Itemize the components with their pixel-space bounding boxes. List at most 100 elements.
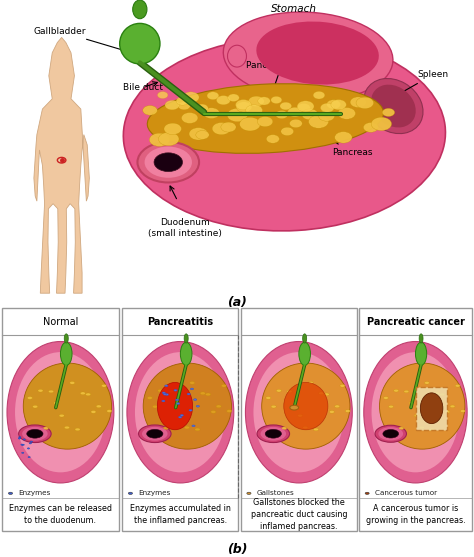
Circle shape [435,392,439,395]
Text: Enzymes: Enzymes [18,490,51,496]
Circle shape [460,410,465,412]
Circle shape [174,402,179,404]
Circle shape [383,397,388,399]
Circle shape [165,394,168,395]
Ellipse shape [246,341,352,483]
Circle shape [248,96,264,106]
Circle shape [445,411,450,413]
Ellipse shape [184,334,188,343]
Circle shape [206,393,210,396]
Circle shape [9,492,13,495]
Circle shape [365,492,369,495]
Circle shape [371,117,392,130]
Circle shape [280,102,292,110]
Text: Pancreatic duct: Pancreatic duct [246,61,317,109]
Circle shape [18,438,20,439]
Circle shape [320,103,334,113]
Ellipse shape [157,383,192,430]
Text: Enzymes accumulated in
the inflamed pancreas.: Enzymes accumulated in the inflamed panc… [130,504,231,525]
Circle shape [257,116,273,126]
Circle shape [335,405,340,408]
Circle shape [217,96,230,105]
Circle shape [221,122,236,132]
Circle shape [162,392,165,394]
Circle shape [404,390,409,393]
Circle shape [276,389,282,392]
Circle shape [319,392,324,395]
Circle shape [195,104,208,113]
Circle shape [48,390,54,393]
Circle shape [203,108,219,119]
Circle shape [419,426,424,429]
Circle shape [331,100,346,110]
Ellipse shape [15,352,106,472]
Circle shape [455,384,460,387]
Text: Enzymes can be released
to the duodenum.: Enzymes can be released to the duodenum. [9,504,112,525]
Circle shape [261,427,286,441]
Circle shape [177,403,180,404]
Ellipse shape [119,23,160,64]
Circle shape [165,100,179,110]
Circle shape [265,429,282,438]
Circle shape [389,405,393,408]
Ellipse shape [147,84,383,153]
Circle shape [192,425,195,427]
Circle shape [309,115,328,128]
Circle shape [190,382,195,384]
Circle shape [301,109,318,120]
Circle shape [340,384,345,387]
Circle shape [59,414,64,417]
Circle shape [182,113,198,124]
Circle shape [450,405,455,408]
Ellipse shape [223,12,393,100]
Ellipse shape [380,363,465,449]
Circle shape [23,439,26,440]
Circle shape [221,384,227,387]
Circle shape [182,92,199,102]
Circle shape [128,492,133,495]
Ellipse shape [228,45,246,67]
Text: Pancreatic cancer: Pancreatic cancer [366,317,465,327]
Circle shape [75,428,80,431]
Text: Enzymes: Enzymes [138,490,171,496]
Circle shape [27,429,43,438]
Circle shape [38,389,43,392]
Ellipse shape [302,334,307,343]
Circle shape [281,127,293,135]
Circle shape [86,393,91,396]
Circle shape [174,389,177,391]
Circle shape [313,428,319,431]
Circle shape [96,405,101,408]
Circle shape [18,437,21,438]
Circle shape [196,130,209,139]
Circle shape [345,409,350,412]
Circle shape [266,135,279,143]
Circle shape [329,411,335,413]
Circle shape [364,123,378,132]
Circle shape [145,146,192,178]
Circle shape [375,425,407,442]
Circle shape [227,108,247,122]
Ellipse shape [7,341,114,483]
Circle shape [324,393,329,396]
Circle shape [101,384,107,387]
Circle shape [290,119,302,128]
Circle shape [236,102,252,112]
Circle shape [383,109,395,116]
Text: Spleen: Spleen [392,70,448,98]
Circle shape [27,397,32,399]
Circle shape [327,100,341,109]
Circle shape [266,397,271,399]
Circle shape [22,444,24,446]
Circle shape [147,397,152,399]
Text: (b): (b) [227,543,247,556]
Circle shape [271,96,282,104]
Circle shape [80,392,85,395]
Circle shape [178,102,190,110]
Circle shape [43,427,48,429]
Circle shape [414,414,419,417]
Circle shape [91,411,96,413]
Ellipse shape [23,363,111,449]
Circle shape [162,400,165,402]
Text: A cancerous tumor is
growing in the pancreas.: A cancerous tumor is growing in the panc… [365,504,465,525]
